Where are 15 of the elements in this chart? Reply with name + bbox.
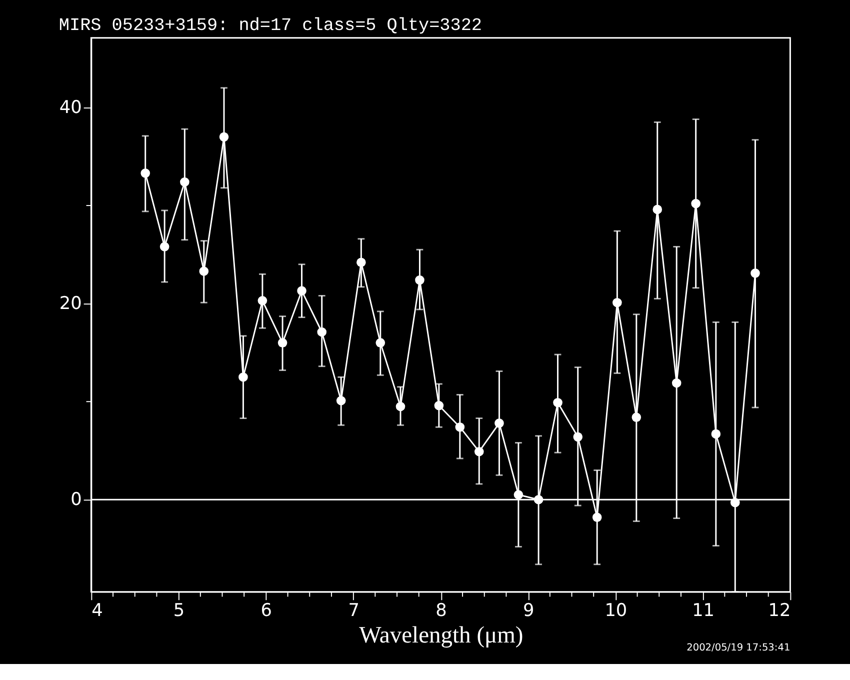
x-tick-label: 5 xyxy=(173,600,185,621)
x-tick-label: 8 xyxy=(436,600,447,621)
y-tick-label: 0 xyxy=(70,490,82,510)
chart-title: MIRS 05233+3159: nd=17 class=5 Qlty=3322 xyxy=(58,16,482,36)
y-tick-label: 20 xyxy=(59,294,82,314)
x-tick-label: 7 xyxy=(348,600,360,621)
y-tick-label: 40 xyxy=(59,98,82,118)
x-tick-label: 4 xyxy=(92,600,103,621)
x-tick-label: 12 xyxy=(768,600,791,621)
x-tick-label: 6 xyxy=(260,600,272,621)
x-axis-title: Wavelength (μm) xyxy=(359,622,524,648)
x-tick-label: 10 xyxy=(604,600,628,621)
x-tick-label: 11 xyxy=(692,600,715,621)
x-tick-label: 9 xyxy=(522,600,534,621)
text: 2002/05/19 17:53:41 xyxy=(686,642,790,654)
